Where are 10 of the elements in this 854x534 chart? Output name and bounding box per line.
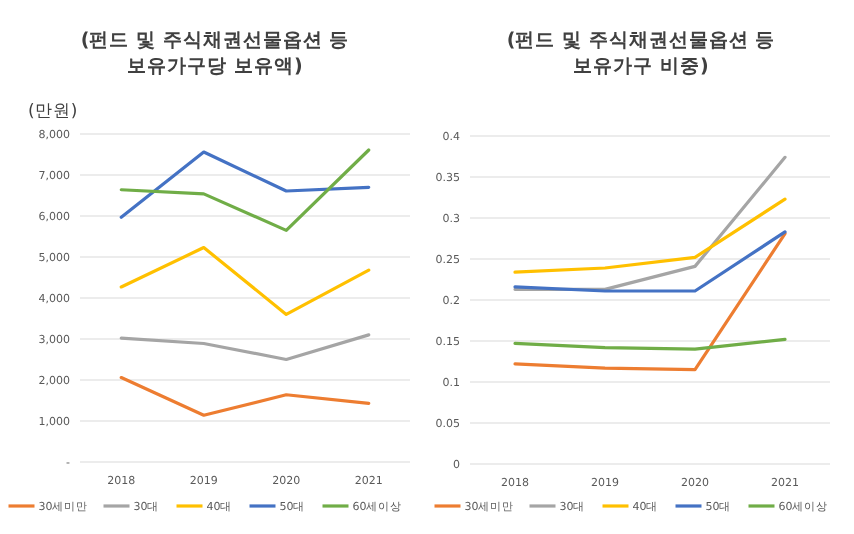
chart-title: (펀드 및 주식채권선물옵션 등 보유가구 비중) [506, 28, 776, 80]
chart-title: (펀드 및 주식채권선물옵션 등 보유가구당 보유액) [80, 28, 350, 80]
line-series [119, 148, 371, 232]
line-series [119, 333, 371, 362]
line-series [119, 245, 371, 316]
line-series [119, 150, 371, 219]
line-series [513, 197, 787, 274]
y-axis-title: (만원) [28, 100, 78, 124]
line-series [513, 231, 787, 372]
line-series [119, 375, 371, 417]
